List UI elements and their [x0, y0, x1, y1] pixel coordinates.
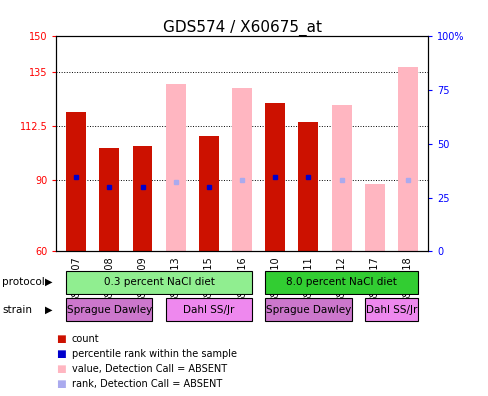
- Title: GDS574 / X60675_at: GDS574 / X60675_at: [162, 19, 321, 36]
- Text: Sprague Dawley: Sprague Dawley: [265, 305, 350, 315]
- Text: ■: ■: [56, 348, 66, 359]
- Bar: [132, 146, 152, 251]
- Bar: [264, 298, 351, 322]
- Text: 8.0 percent NaCl diet: 8.0 percent NaCl diet: [285, 277, 396, 287]
- Text: value, Detection Call = ABSENT: value, Detection Call = ABSENT: [72, 364, 226, 374]
- Bar: [397, 67, 417, 251]
- Text: Dahl SS/Jr: Dahl SS/Jr: [365, 305, 416, 315]
- Text: rank, Detection Call = ABSENT: rank, Detection Call = ABSENT: [72, 379, 222, 389]
- Text: Dahl SS/Jr: Dahl SS/Jr: [183, 305, 234, 315]
- Text: ▶: ▶: [45, 305, 53, 315]
- Text: protocol: protocol: [2, 277, 45, 287]
- Bar: [66, 112, 86, 251]
- Text: 0.3 percent NaCl diet: 0.3 percent NaCl diet: [103, 277, 214, 287]
- Text: ■: ■: [56, 364, 66, 374]
- Bar: [331, 105, 351, 251]
- Text: ■: ■: [56, 333, 66, 344]
- Text: Sprague Dawley: Sprague Dawley: [66, 305, 152, 315]
- Bar: [165, 84, 185, 251]
- Bar: [66, 298, 152, 322]
- Bar: [99, 148, 119, 251]
- Bar: [232, 88, 251, 251]
- Text: count: count: [72, 333, 99, 344]
- Bar: [66, 270, 251, 294]
- Text: ▶: ▶: [45, 277, 53, 287]
- Bar: [199, 136, 218, 251]
- Bar: [165, 298, 251, 322]
- Text: percentile rank within the sample: percentile rank within the sample: [72, 348, 236, 359]
- Bar: [298, 122, 318, 251]
- Text: strain: strain: [2, 305, 32, 315]
- Bar: [364, 184, 384, 251]
- Bar: [364, 298, 417, 322]
- Bar: [264, 103, 285, 251]
- Bar: [264, 270, 417, 294]
- Text: ■: ■: [56, 379, 66, 389]
